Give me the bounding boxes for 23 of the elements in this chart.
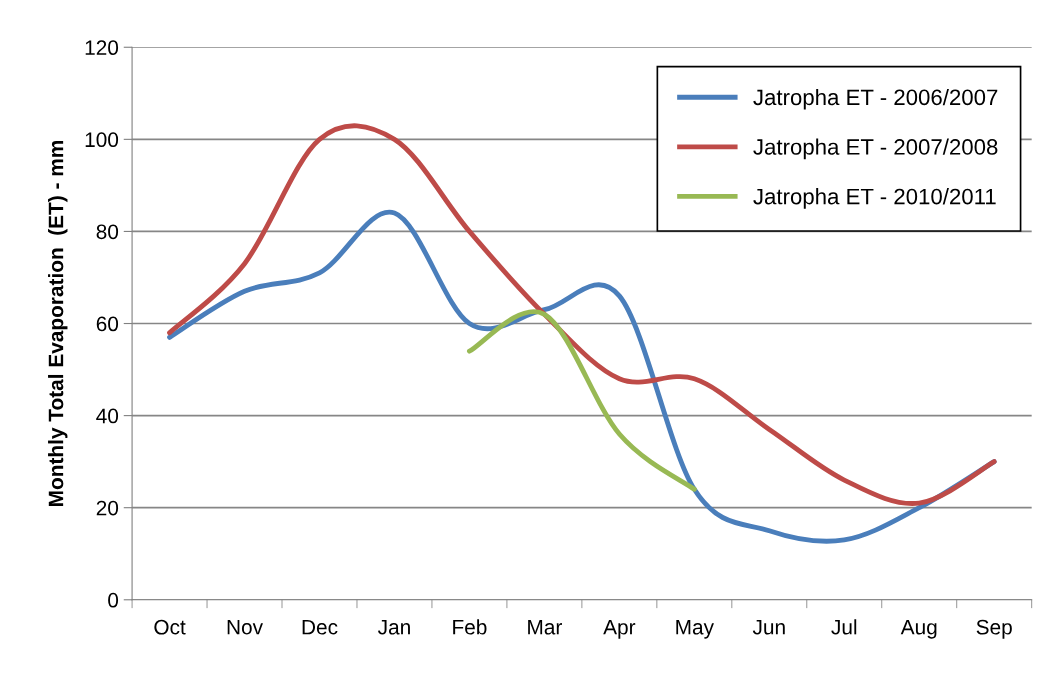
y-tick-label: 40 [96, 408, 119, 424]
y-tick-label: 0 [108, 592, 119, 608]
x-tick-label: Jul [831, 619, 857, 635]
x-tick-label: Nov [227, 619, 263, 635]
x-tick-label: Aug [900, 619, 937, 639]
y-tick-label: 20 [96, 500, 119, 516]
x-tick-label: Jun [752, 619, 785, 635]
y-tick-label: 120 [85, 40, 119, 56]
x-tick-label: Oct [154, 619, 186, 635]
legend-label: Jatropha ET - 2006/2007 [753, 88, 998, 110]
legend-label: Jatropha ET - 2010/2011 [753, 188, 996, 209]
y-axis-title: Monthly Total Evaporation (ET) - mm [48, 140, 68, 506]
x-tick-label: Dec [302, 619, 338, 635]
y-tick-label: 60 [96, 316, 119, 332]
x-tick-label: Apr [603, 619, 636, 639]
x-tick-label: Feb [453, 619, 487, 635]
x-tick-label: May [676, 619, 714, 639]
legend-label: Jatropha ET - 2007/2008 [753, 138, 998, 160]
y-tick-label: 80 [96, 224, 119, 240]
x-tick-label: Mar [528, 619, 562, 635]
x-tick-label: Sep [976, 619, 1012, 639]
y-tick-label: 100 [85, 132, 119, 148]
x-tick-label: Jan [378, 619, 410, 635]
